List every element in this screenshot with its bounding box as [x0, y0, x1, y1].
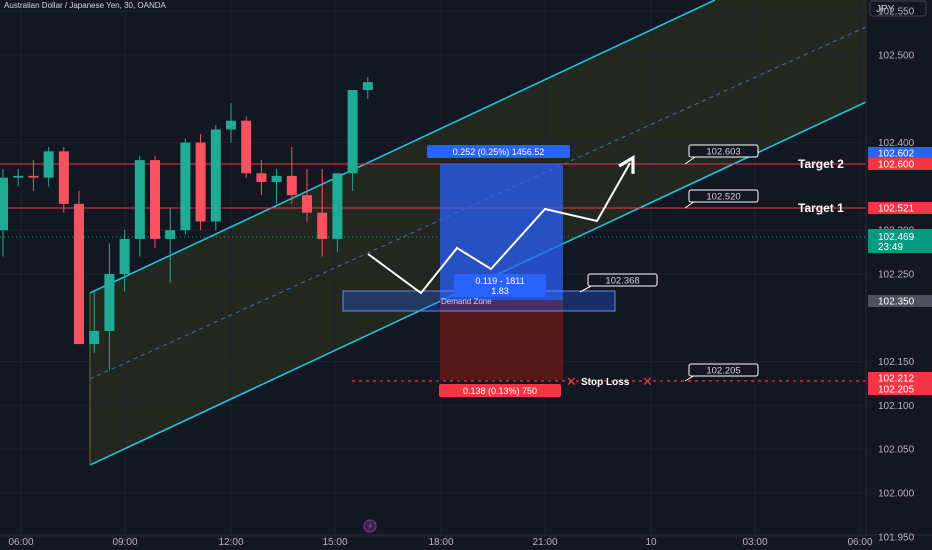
candle-body[interactable] [210, 129, 221, 222]
candle-body[interactable] [104, 274, 115, 331]
grid [0, 0, 866, 538]
callout-3-text: 102.368 [605, 276, 639, 287]
risk-label: 0.138 (0.13%) 750 [463, 386, 537, 396]
callout-4-text: 102.205 [706, 366, 740, 377]
chart-title: Australian Dollar / Japanese Yen, 30, OA… [4, 1, 166, 10]
callout-3-box[interactable] [587, 273, 658, 287]
price-tag [868, 147, 932, 159]
candle-body[interactable] [150, 160, 160, 239]
risk-label-box [439, 384, 561, 397]
price-tag [868, 295, 932, 307]
price-tick-label: 102.100 [878, 401, 915, 412]
candle-body[interactable] [180, 142, 191, 231]
target-1-label: Target 1 [798, 201, 844, 215]
candle-body[interactable] [317, 212, 328, 239]
candles [0, 76, 373, 371]
candle-body[interactable] [241, 120, 252, 174]
candle-body[interactable] [13, 175, 24, 178]
candle-body[interactable] [134, 160, 145, 239]
callout-4-box[interactable] [688, 363, 759, 377]
time-tick-label: 09:00 [112, 537, 137, 548]
time-tick-label: 06:00 [847, 537, 872, 548]
price-tag-text: 102.600 [878, 160, 915, 171]
price-tag-text: 102.350 [878, 297, 915, 308]
time-tick-label: 12:00 [218, 537, 243, 548]
price-tag-text: 102.205 [878, 385, 915, 396]
time-axis-ticks: 06:00 09:00 12:00 15:00 18:00 21:00 10 03:00 06:… [8, 537, 872, 548]
callout-2-box[interactable] [688, 189, 759, 203]
candle-body[interactable] [89, 330, 100, 345]
price-tag [868, 372, 932, 384]
candle-body[interactable] [0, 177, 8, 231]
target-2-label: Target 2 [798, 157, 844, 171]
channel-upper-line[interactable] [89, 0, 716, 294]
time-tick-label: 10 [645, 537, 657, 548]
currency-label: JPY [876, 4, 895, 15]
time-tick-label: 21:00 [532, 537, 557, 548]
time-tick-label: 06:00 [8, 537, 33, 548]
price-tick-label: 102.400 [878, 138, 915, 149]
time-tick-label: 03:00 [742, 537, 767, 548]
price-axis-background[interactable] [866, 0, 932, 550]
time-tick-label: 15:00 [322, 537, 347, 548]
price-tag-text: 102.521 [878, 204, 915, 215]
stop-loss-x-icon: ✕ [566, 375, 577, 390]
price-tick-label: 102.000 [878, 489, 915, 500]
stop-loss-label: Stop Loss [581, 377, 630, 388]
time-tick-label: 18:00 [428, 537, 453, 548]
price-tick-label: 101.950 [878, 532, 915, 543]
reward-label-box [427, 145, 570, 158]
price-tick-label: 102.250 [878, 270, 915, 281]
candle-body[interactable] [58, 151, 69, 204]
last-price-countdown: 23:49 [878, 242, 903, 253]
reward-label: 0.252 (0.25%) 1456.52 [453, 147, 545, 157]
price-tick-label: 102.500 [878, 51, 915, 62]
last-price-tag [868, 229, 932, 253]
price-tag [868, 383, 932, 395]
candle-body[interactable] [43, 151, 54, 178]
event-marker-icon[interactable] [363, 519, 377, 533]
candle-body[interactable] [28, 175, 39, 178]
price-tag-text: 102.212 [878, 374, 915, 385]
callout-2-text: 102.520 [706, 192, 740, 203]
candle-body[interactable] [74, 203, 84, 345]
candle-body[interactable] [195, 142, 206, 222]
projection-path-white [367, 154, 635, 295]
candle-body[interactable] [332, 173, 343, 239]
callout-1-leader [684, 156, 696, 165]
candle-body[interactable] [119, 238, 130, 274]
candle-body[interactable] [362, 82, 373, 91]
price-tag [868, 202, 932, 214]
center-label-line1: 0.119 - 1811 [475, 276, 524, 286]
price-tag [868, 158, 932, 170]
callout-1-text: 102.603 [706, 147, 740, 158]
candle-body[interactable] [302, 195, 312, 213]
callout-1-box[interactable] [688, 144, 759, 158]
price-tick-label: 102.550 [878, 7, 915, 18]
stop-loss-x-icon-right: ✕ [642, 375, 653, 390]
demand-zone-label: Demand Zone [441, 297, 492, 306]
candle-body[interactable] [286, 175, 297, 196]
price-tick-label: 102.050 [878, 445, 915, 456]
price-tag-text: 102.602 [878, 149, 915, 160]
candle-body[interactable] [347, 90, 358, 174]
last-price-value: 102.469 [878, 232, 915, 243]
candle-body[interactable] [165, 230, 176, 239]
price-tick-label: 102.150 [878, 357, 915, 368]
event-marker-glyph: ⚡ [367, 522, 373, 531]
position-risk-zone[interactable] [440, 300, 563, 380]
price-tags: 102.602102.600102.521102.350102.212102.2… [868, 147, 932, 396]
candle-body[interactable] [256, 173, 267, 183]
center-label-line2: 1.83 [491, 286, 509, 296]
currency-badge[interactable] [869, 0, 927, 17]
center-label-box [454, 274, 546, 297]
candle-body[interactable] [226, 120, 236, 130]
candle-body[interactable] [271, 175, 282, 183]
